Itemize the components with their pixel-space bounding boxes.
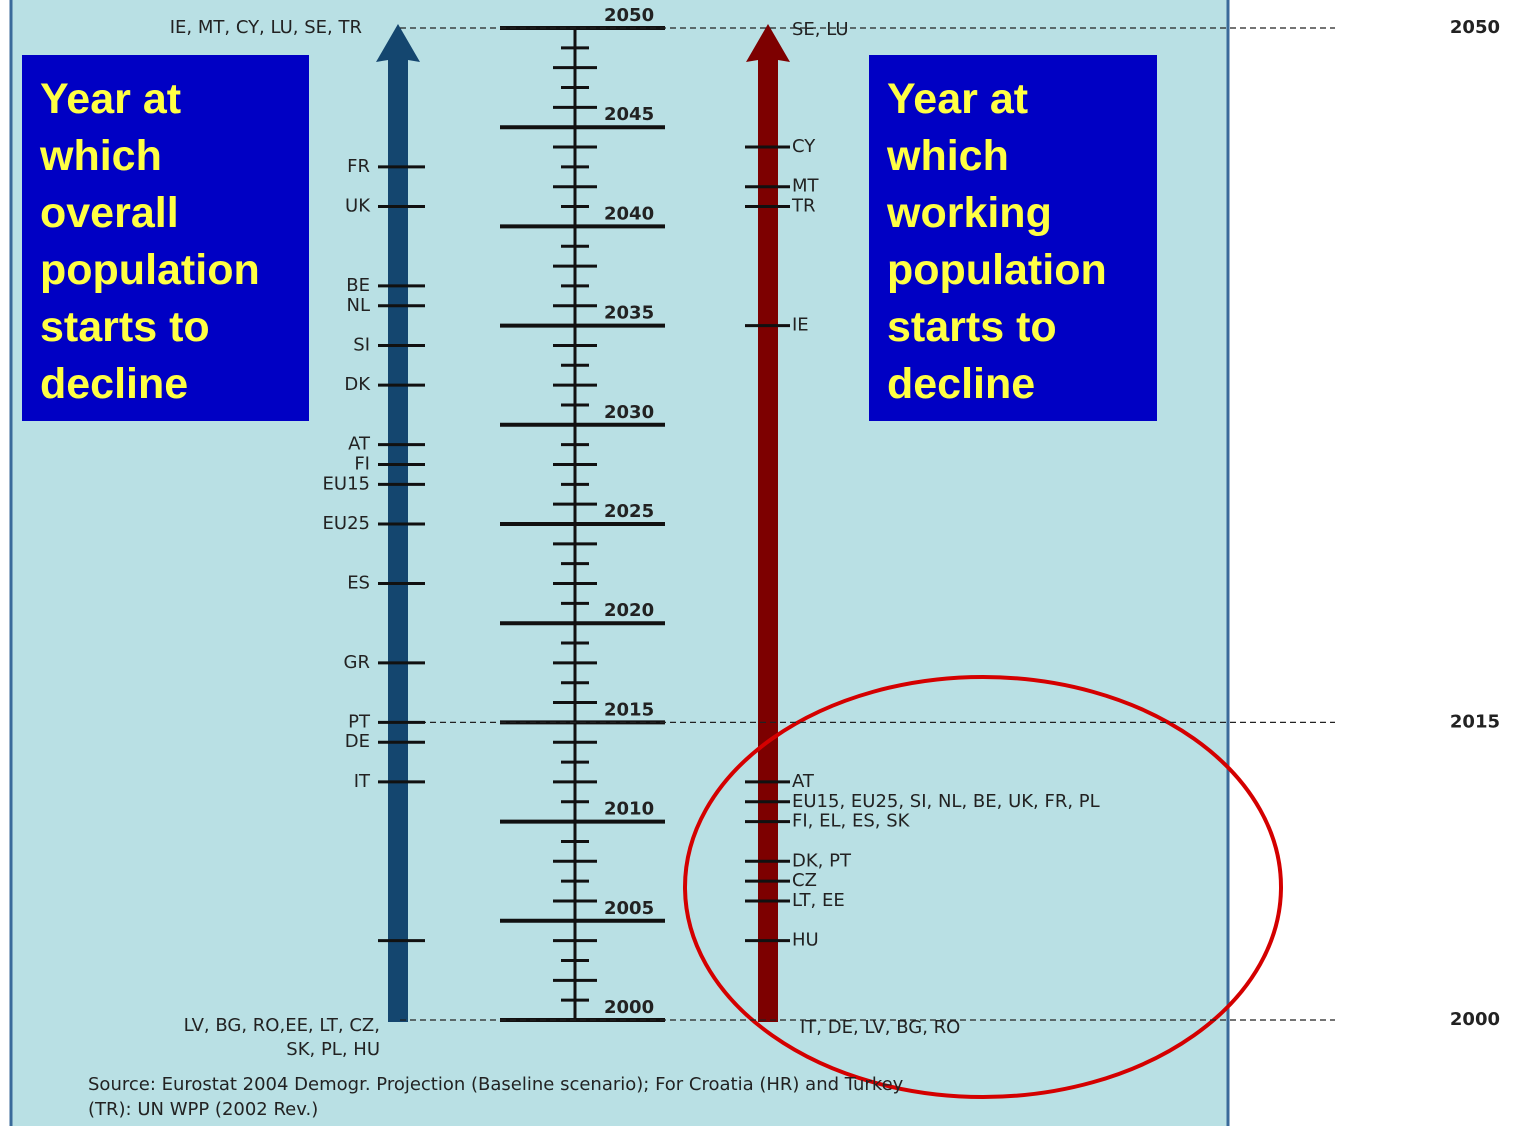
source: Source: Eurostat 2004 Demogr. Projection…	[88, 1074, 904, 1095]
highlight-label: 2015	[1450, 711, 1500, 732]
right-marker-label: AT	[792, 771, 815, 792]
highlight-ellipse	[683, 675, 1283, 1099]
right-marker-label: IE	[792, 315, 809, 336]
left-bottom-label: SK, PL, HU	[286, 1039, 380, 1060]
right-marker-label: CZ	[792, 870, 817, 891]
right-marker-label: TR	[791, 196, 816, 217]
left-marker-label: EU25	[323, 513, 370, 534]
left-marker-label: FR	[347, 156, 370, 177]
left-marker-label: DK	[344, 374, 371, 395]
right-marker-label: FI, EL, ES, SK	[792, 811, 911, 832]
left-marker-label: ES	[347, 573, 370, 594]
right-box: Year at which working population starts …	[869, 55, 1157, 421]
year-label: 2035	[604, 303, 654, 324]
year-label: 2020	[604, 600, 654, 621]
left-marker-label: EU15	[323, 473, 370, 494]
right-marker-label: LT, EE	[792, 890, 845, 911]
left-marker-label: SI	[353, 334, 370, 355]
left-marker-label: IT	[354, 771, 371, 792]
left-marker-label: BE	[346, 275, 370, 296]
left-marker-label: AT	[348, 434, 371, 455]
left-marker-label: DE	[345, 731, 370, 752]
highlight-label: 2000	[1450, 1009, 1500, 1030]
year-label: 2015	[604, 699, 654, 720]
left-marker-label: PT	[348, 711, 371, 732]
right-bottom-label: IT, DE, LV, BG, RO	[800, 1017, 960, 1038]
highlight-label: 2050	[1450, 17, 1500, 38]
year-label: 2045	[604, 104, 654, 125]
right-marker-label: MT	[792, 176, 820, 197]
source: (TR): UN WPP (2002 Rev.)	[88, 1099, 318, 1120]
year-label: 2000	[604, 997, 654, 1018]
year-label: 2050	[604, 5, 654, 26]
right-marker-label: HU	[792, 930, 819, 951]
right-top-label: SE, LU	[792, 19, 849, 40]
left-marker-label: GR	[344, 652, 370, 673]
left-marker-label: FI	[354, 453, 370, 474]
left-marker-label: UK	[345, 196, 371, 217]
right-marker-label: DK, PT	[792, 850, 852, 871]
working-arrow	[746, 24, 790, 1022]
left-marker-label: NL	[347, 295, 371, 316]
year-label: 2010	[604, 799, 654, 820]
left-box: Year at which overall population starts …	[22, 55, 309, 421]
right-marker-label: CY	[792, 136, 816, 157]
year-label: 2005	[604, 898, 654, 919]
left-bottom-label: LV, BG, RO,EE, LT, CZ,	[184, 1015, 380, 1036]
year-label: 2040	[604, 203, 654, 224]
year-label: 2025	[604, 501, 654, 522]
year-label: 2030	[604, 402, 654, 423]
right-marker-label: EU15, EU25, SI, NL, BE, UK, FR, PL	[792, 791, 1100, 812]
left-top-label: IE, MT, CY, LU, SE, TR	[170, 17, 362, 38]
